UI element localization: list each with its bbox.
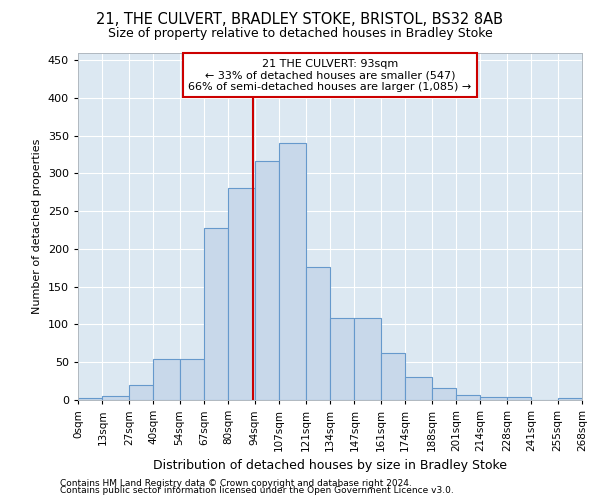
Bar bbox=[355, 318, 381, 400]
Bar bbox=[456, 394, 481, 400]
Bar bbox=[229, 188, 255, 400]
Text: Contains public sector information licensed under the Open Government Licence v3: Contains public sector information licen… bbox=[60, 486, 454, 495]
Bar bbox=[255, 162, 279, 400]
Bar bbox=[381, 353, 405, 400]
Bar bbox=[305, 267, 330, 400]
Bar bbox=[330, 318, 355, 400]
Bar bbox=[153, 359, 179, 400]
Bar bbox=[431, 388, 456, 400]
Bar bbox=[78, 398, 103, 400]
Bar bbox=[481, 397, 507, 400]
Bar bbox=[405, 378, 431, 400]
Bar bbox=[279, 143, 305, 400]
Bar bbox=[204, 228, 229, 400]
Bar bbox=[179, 359, 204, 400]
Bar bbox=[103, 396, 129, 400]
Text: 21 THE CULVERT: 93sqm
← 33% of detached houses are smaller (547)
66% of semi-det: 21 THE CULVERT: 93sqm ← 33% of detached … bbox=[188, 58, 472, 92]
Text: Contains HM Land Registry data © Crown copyright and database right 2024.: Contains HM Land Registry data © Crown c… bbox=[60, 478, 412, 488]
Bar bbox=[557, 398, 582, 400]
Text: Size of property relative to detached houses in Bradley Stoke: Size of property relative to detached ho… bbox=[107, 28, 493, 40]
Bar bbox=[129, 385, 153, 400]
Bar bbox=[507, 397, 531, 400]
X-axis label: Distribution of detached houses by size in Bradley Stoke: Distribution of detached houses by size … bbox=[153, 460, 507, 472]
Text: 21, THE CULVERT, BRADLEY STOKE, BRISTOL, BS32 8AB: 21, THE CULVERT, BRADLEY STOKE, BRISTOL,… bbox=[97, 12, 503, 28]
Y-axis label: Number of detached properties: Number of detached properties bbox=[32, 138, 42, 314]
